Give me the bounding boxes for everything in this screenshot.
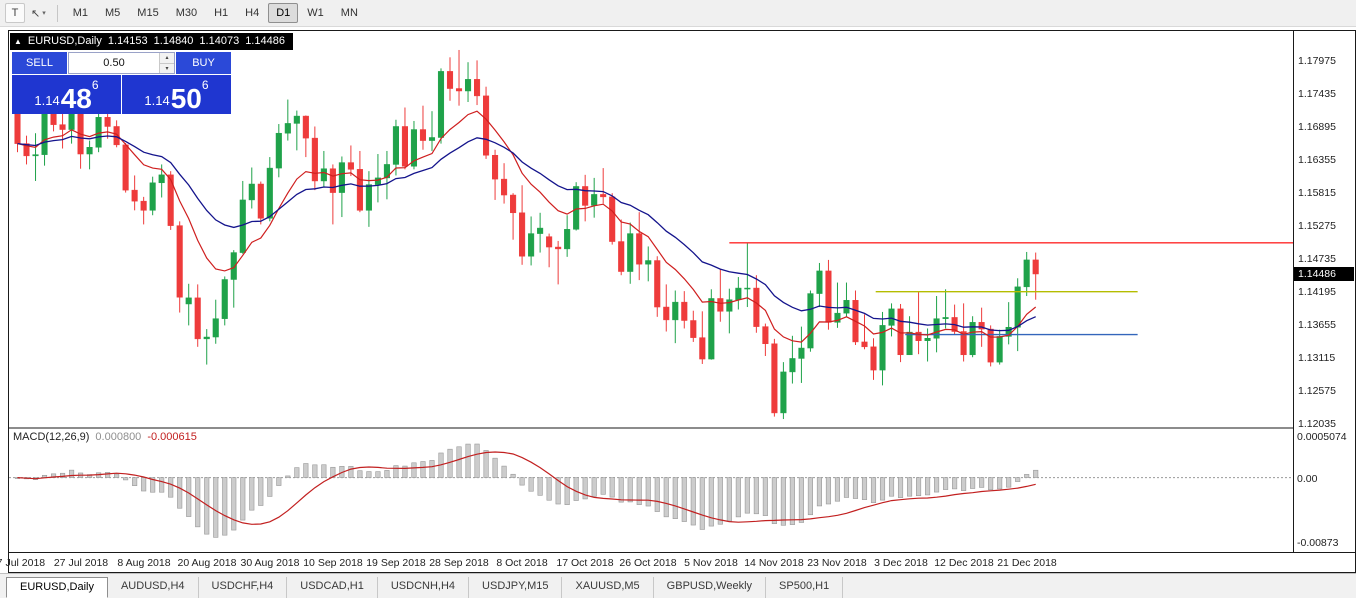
- chart-tab-xauusd-m5[interactable]: XAUUSD,M5: [562, 577, 654, 598]
- buy-price-big: 50: [170, 83, 202, 115]
- date-axis-label: 23 Nov 2018: [807, 557, 867, 569]
- sell-price-pipette: 6: [91, 78, 99, 92]
- timeframe-button-h1[interactable]: H1: [214, 7, 229, 19]
- date-axis-label: 28 Sep 2018: [429, 557, 489, 569]
- timeframe-button-d1[interactable]: D1: [268, 3, 299, 23]
- ohlc-high: 1.14840: [153, 35, 194, 47]
- price-axis-label: 1.16355: [1298, 153, 1336, 166]
- buy-button[interactable]: BUY: [176, 52, 231, 74]
- chart-tab-usdjpy-m15[interactable]: USDJPY,M15: [469, 577, 563, 598]
- price-axis-label: 1.13655: [1298, 319, 1336, 332]
- price-axis-label: 1.17435: [1298, 87, 1336, 100]
- one-click-panel-toggle-icon[interactable]: ▲: [14, 36, 22, 46]
- price-axis-label: 1.13115: [1298, 352, 1336, 365]
- ohlc-low: 1.14073: [199, 35, 240, 47]
- timeframe-button-w1[interactable]: W1: [307, 7, 324, 19]
- sell-price-prefix: 1.14: [34, 93, 60, 108]
- chart-tab-usdchf-h4[interactable]: USDCHF,H4: [199, 577, 288, 598]
- macd-signal-value: -0.000615: [147, 431, 197, 443]
- sell-button[interactable]: SELL: [12, 52, 67, 74]
- price-axis-label: 1.15815: [1298, 186, 1336, 199]
- chart-tab-usdcad-h1[interactable]: USDCAD,H1: [287, 577, 378, 598]
- date-axis: 17 Jul 2018 27 Jul 2018 8 Aug 2018 20 Aug 2…: [0, 552, 1355, 572]
- pane-splitter[interactable]: [9, 427, 1355, 429]
- price-axis-label: 1.14735: [1298, 252, 1336, 265]
- macd-axis-zero: 0.00: [1297, 473, 1318, 485]
- macd-label-row: MACD(12,26,9) 0.000800 -0.000615: [13, 431, 197, 443]
- chart-tab-eurusd-daily[interactable]: EURUSD,Daily: [6, 577, 108, 598]
- cursor-tool-dropdown[interactable]: ↖ ▾: [27, 3, 50, 23]
- timeframe-buttons: M1 M5 M15 M30 H1 H4 D1 W1 MN: [65, 3, 366, 23]
- current-price-badge: 1.14486: [1294, 267, 1354, 282]
- cursor-icon: ↖: [31, 7, 41, 20]
- timeframe-button-mn[interactable]: MN: [340, 7, 358, 19]
- buy-price-prefix: 1.14: [144, 93, 170, 108]
- ohlc-close: 1.14486: [245, 35, 285, 47]
- price-axis-label: 1.17975: [1298, 54, 1336, 67]
- chevron-down-icon: ▾: [42, 10, 46, 17]
- timeframe-button-m1[interactable]: M1: [72, 7, 89, 19]
- chart-tab-sp500-h1[interactable]: SP500,H1: [766, 577, 844, 598]
- ohlc-open: 1.14153: [107, 35, 148, 47]
- template-icon: T: [11, 7, 19, 19]
- date-axis-label: 17 Oct 2018: [556, 557, 614, 569]
- macd-axis-max: 0.0005074: [1297, 431, 1347, 443]
- chart-tab-usdcnh-h4[interactable]: USDCNH,H4: [378, 577, 470, 598]
- timeframes-toolbar: T ↖ ▾ M1 M5 M15 M30 H1 H4 D1 W1 MN: [0, 0, 1356, 27]
- date-axis-label: 3 Dec 2018: [874, 557, 928, 569]
- timeframe-button-h4[interactable]: H4: [245, 7, 260, 19]
- lot-size-stepper: 0.50 ▴ ▾: [68, 52, 175, 74]
- candlestick-chart[interactable]: [9, 31, 1293, 427]
- timeframe-button-m30[interactable]: M30: [175, 7, 198, 19]
- date-axis-label: 21 Dec 2018: [997, 557, 1057, 569]
- lot-decrease-icon[interactable]: ▾: [160, 63, 174, 73]
- chart-tabs: EURUSD,Daily AUDUSD,H4 USDCHF,H4 USDCAD,H1 U…: [0, 573, 1356, 598]
- chart-window: ▲ EURUSD,Daily 1.14153 1.14840 1.14073 1…: [0, 30, 1356, 573]
- price-axis-label: 1.14195: [1298, 286, 1336, 299]
- buy-price-button[interactable]: 1.14 50 6: [122, 75, 231, 114]
- sell-price-big: 48: [60, 83, 92, 115]
- date-axis-label: 17 Jul 2018: [0, 557, 46, 569]
- toolbar-separator: [56, 4, 58, 22]
- one-click-trading-panel: SELL 0.50 ▴ ▾ BUY 1.14 48 6 1.14 50 6: [12, 52, 231, 114]
- sell-price-button[interactable]: 1.14 48 6: [12, 75, 121, 114]
- macd-main-value: 0.000800: [95, 431, 142, 443]
- price-axis: 1.14486 0.0005074 0.00 -0.00873 1.17975 1…: [1293, 31, 1355, 552]
- buy-price-pipette: 6: [201, 78, 209, 92]
- price-axis-label: 1.16895: [1298, 120, 1336, 133]
- date-axis-label: 8 Oct 2018: [496, 557, 548, 569]
- date-axis-label: 8 Aug 2018: [117, 557, 171, 569]
- lot-increase-icon[interactable]: ▴: [160, 53, 174, 64]
- chart-title: EURUSD,Daily: [27, 35, 102, 47]
- date-axis-label: 27 Jul 2018: [53, 557, 109, 569]
- price-axis-label: 1.12035: [1298, 418, 1336, 431]
- date-axis-label: 12 Dec 2018: [934, 557, 994, 569]
- chart-tab-gbpusd-weekly[interactable]: GBPUSD,Weekly: [654, 577, 767, 598]
- price-axis-label: 1.15275: [1298, 219, 1336, 232]
- date-axis-label: 19 Sep 2018: [366, 557, 426, 569]
- chart-title-strip: ▲ EURUSD,Daily 1.14153 1.14840 1.14073 1…: [10, 33, 293, 50]
- timeframe-button-m15[interactable]: M15: [137, 7, 159, 19]
- date-axis-label: 10 Sep 2018: [303, 557, 363, 569]
- date-axis-label: 20 Aug 2018: [177, 557, 237, 569]
- date-axis-label: 26 Oct 2018: [619, 557, 677, 569]
- lot-size-value[interactable]: 0.50: [103, 57, 125, 69]
- chart-tab-audusd-h4[interactable]: AUDUSD,H4: [108, 577, 199, 598]
- macd-indicator-pane[interactable]: [9, 429, 1293, 552]
- macd-axis-min: -0.00873: [1297, 537, 1339, 549]
- date-axis-label: 30 Aug 2018: [240, 557, 300, 569]
- price-axis-label: 1.12575: [1298, 385, 1336, 398]
- timeframe-button-m5[interactable]: M5: [105, 7, 121, 19]
- chart-template-button[interactable]: T: [5, 3, 25, 23]
- date-axis-label: 14 Nov 2018: [744, 557, 804, 569]
- macd-name: MACD(12,26,9): [13, 431, 90, 443]
- date-axis-label: 5 Nov 2018: [684, 557, 738, 569]
